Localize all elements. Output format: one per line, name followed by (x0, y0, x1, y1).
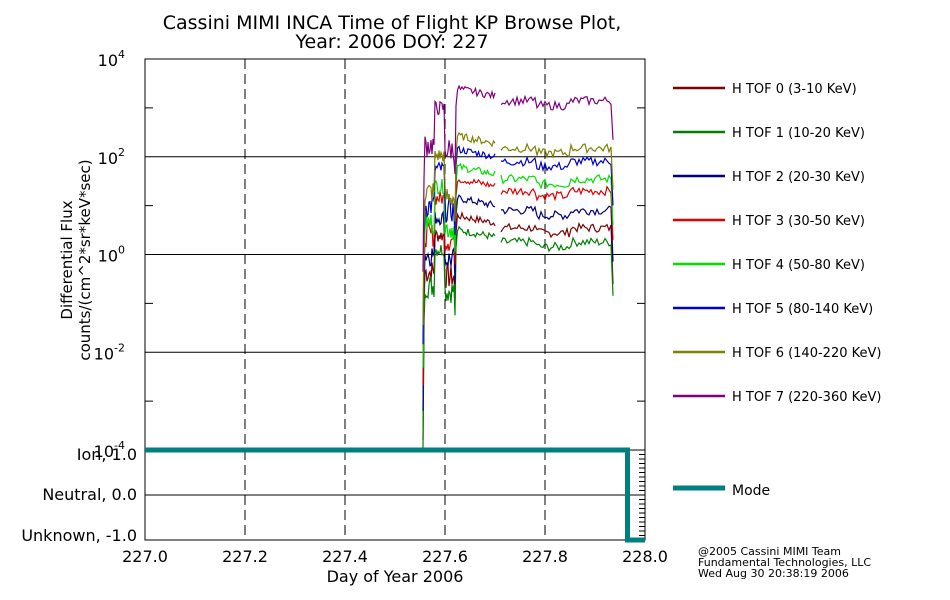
series-line-1-b (500, 236, 614, 296)
y-tick-label: 10-2 (94, 341, 125, 363)
series-line-5-a (422, 145, 496, 345)
series-line-0-a (422, 210, 496, 441)
legend-label-3: H TOF 3 (30-50 KeV) (732, 214, 865, 229)
series-line-6-a (422, 131, 496, 326)
chart-title-line1: Cassini MIMI INCA Time of Flight KP Brow… (163, 12, 622, 34)
footer-line3: Wed Aug 30 20:38:19 2006 (698, 567, 849, 580)
x-tick-label: 227.6 (422, 547, 468, 566)
series-line-1-a (422, 225, 496, 449)
footer-line2: Fundamental Technologies, LLC (698, 556, 871, 569)
flux-grid (145, 59, 645, 450)
flux-ticks: 104 102 100 10-2 10-4 (94, 48, 645, 461)
mode-label-ion: Ion, 1.0 (77, 445, 137, 464)
x-tick-label: 228.0 (622, 547, 668, 566)
legend-label-6: H TOF 6 (140-220 KeV) (732, 346, 881, 361)
mode-label-unknown: Unknown, -1.0 (21, 526, 137, 545)
x-tick-label: 227.4 (322, 547, 368, 566)
series-line-4-a (422, 162, 496, 368)
legend-mode-label: Mode (732, 483, 770, 499)
x-axis-label: Day of Year 2006 (327, 567, 464, 586)
y-tick-label: 10-4 (94, 439, 125, 461)
legend-label-1: H TOF 1 (10-20 KeV) (732, 126, 865, 141)
x-tick-label: 227.2 (222, 547, 268, 566)
x-tick-labels: 227.0 227.2 227.4 227.6 227.8 228.0 (122, 547, 668, 566)
legend-label-0: H TOF 0 (3-10 KeV) (732, 82, 857, 97)
series-line-7-a (422, 84, 496, 272)
series-line-0-b (500, 221, 614, 285)
legend-label-7: H TOF 7 (220-360 KeV) (732, 390, 881, 405)
y-axis-label-line2: counts/(cm^2*sr*keV*sec) (76, 159, 94, 360)
y-tick-label: 104 (98, 48, 125, 70)
mode-label-neutral: Neutral, 0.0 (42, 485, 137, 504)
series-line-6-b (500, 142, 614, 190)
legend-label-4: H TOF 4 (50-80 KeV) (732, 258, 865, 273)
legend-label-5: H TOF 5 (80-140 KeV) (732, 302, 873, 317)
flux-panel: 104 102 100 10-2 10-4 (94, 48, 646, 461)
legend-mode: Mode (673, 483, 770, 499)
chart-title-line2: Year: 2006 DOY: 227 (294, 31, 488, 53)
series-line-3-b (500, 185, 614, 240)
y-tick-label: 100 (98, 244, 125, 266)
x-tick-label: 227.8 (522, 547, 568, 566)
legend: H TOF 0 (3-10 KeV) H TOF 1 (10-20 KeV) H T… (673, 82, 881, 405)
mode-grid (145, 449, 645, 541)
legend-label-2: H TOF 2 (20-30 KeV) (732, 170, 865, 185)
series-line-4-b (500, 173, 614, 226)
footer-line1: @2005 Cassini MIMI Team (698, 545, 841, 558)
mode-line (145, 447, 645, 543)
y-tick-label: 102 (98, 146, 125, 168)
series-line-7-b (500, 94, 614, 140)
series-line-5-b (500, 155, 614, 206)
mode-panel: Ion, 1.0 Neutral, 0.0 Unknown, -1.0 (21, 445, 646, 545)
series-line-2-b (500, 205, 614, 262)
series-line-2-a (422, 194, 496, 411)
y-axis-label-line1: Differential Flux (58, 200, 76, 319)
flux-series (422, 84, 614, 449)
x-tick-label: 227.0 (122, 547, 168, 566)
